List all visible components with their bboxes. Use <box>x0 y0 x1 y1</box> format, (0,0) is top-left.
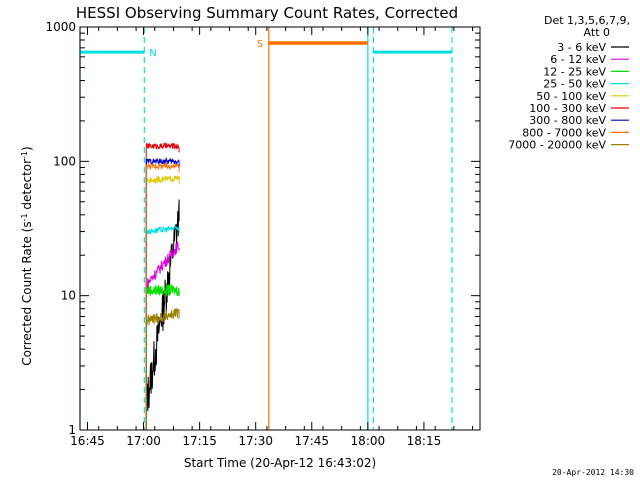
legend-header-line-2: Att 0 <box>584 26 610 39</box>
x-tick-label: 17:30 <box>238 434 273 448</box>
y-tick-label: 1000 <box>45 20 76 34</box>
legend-entry-label: 7000 - 20000 keV <box>508 139 606 152</box>
legend-entry-label: 50 - 100 keV <box>536 90 606 103</box>
y-axis-label-sup1: -1 <box>20 213 29 221</box>
legend-entry-label: 300 - 800 keV <box>529 114 606 127</box>
y-tick-label: 10 <box>61 289 76 303</box>
x-tick-label: 18:00 <box>351 434 386 448</box>
series-line-2 <box>145 283 180 430</box>
x-tick-label: 17:00 <box>126 434 161 448</box>
series-line-3 <box>145 223 180 430</box>
series-line-7 <box>145 161 180 430</box>
y-tick-label: 1 <box>68 423 76 437</box>
plot-area <box>79 27 453 430</box>
y-axis-label-mid: detector <box>20 159 34 214</box>
x-tick-label: 17:45 <box>294 434 329 448</box>
legend-entry-label: 100 - 300 keV <box>529 102 606 115</box>
y-axis-label-sup2: -1 <box>20 151 29 159</box>
y-axis-label: Corrected Count Rate (s-1 detector-1) <box>20 146 35 365</box>
saa-label: S <box>257 39 263 50</box>
legend-entry-label: 3 - 6 keV <box>557 41 606 54</box>
legend-header-line-1: Det 1,3,5,6,7,9, <box>544 14 630 27</box>
axes: 16:45 17:00 17:15 17:30 17:45 18:00 18:15 1 10 10… <box>45 20 481 448</box>
night-label: N <box>149 48 156 59</box>
series-line-1 <box>145 241 180 430</box>
legend-entry-label: 800 - 7000 keV <box>522 126 606 139</box>
series-line-5 <box>145 142 180 430</box>
series-line-8 <box>145 307 180 430</box>
legend-entry-label: 6 - 12 keV <box>550 53 606 66</box>
footer-timestamp: 20-Apr-2012 14:30 <box>552 468 634 477</box>
chart-title: HESSI Observing Summary Count Rates, Cor… <box>76 4 458 22</box>
chart-marks: NS <box>80 39 452 430</box>
legend-entry-label: 12 - 25 keV <box>543 65 606 78</box>
x-axis-label: Start Time (20-Apr-12 16:43:02) <box>184 456 376 470</box>
y-axis-label-end: ) <box>20 146 34 151</box>
plot-frame <box>79 26 481 431</box>
x-tick-label: 17:15 <box>182 434 217 448</box>
y-axis-label-main: Corrected Count Rate (s <box>20 221 34 365</box>
x-tick-label: 16:45 <box>70 434 105 448</box>
series-line-4 <box>145 174 180 430</box>
x-tick-label: 18:15 <box>407 434 442 448</box>
y-tick-label: 100 <box>53 154 76 168</box>
legend-entry-label: 25 - 50 keV <box>543 78 606 91</box>
